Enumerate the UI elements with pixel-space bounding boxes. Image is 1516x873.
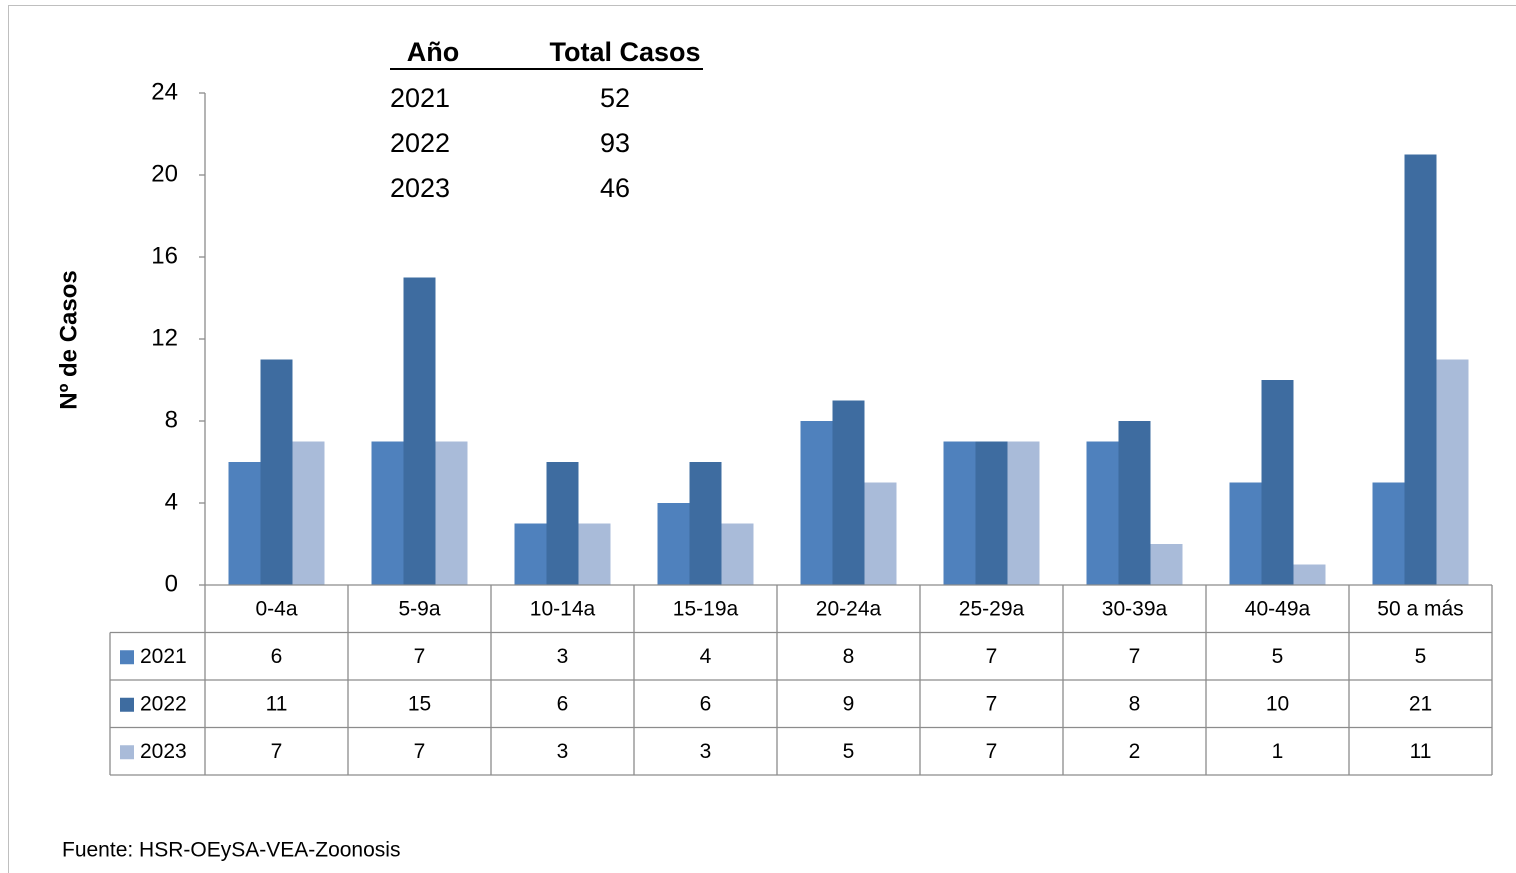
bar (228, 462, 261, 585)
table-value: 10 (1266, 692, 1289, 715)
table-value: 6 (700, 692, 712, 715)
table-value: 7 (414, 740, 426, 763)
legend-label: 2023 (140, 740, 187, 763)
y-tick-label: 0 (165, 570, 178, 597)
bar (292, 441, 325, 585)
source-note: Fuente: HSR-OEySA-VEA-Zoonosis (62, 839, 400, 862)
bar (1261, 380, 1294, 585)
table-value: 7 (986, 645, 998, 668)
summary-year: 2023 (390, 173, 450, 203)
category-label: 5-9a (398, 597, 440, 620)
legend-swatch (120, 697, 134, 712)
category-label: 20-24a (816, 597, 882, 620)
bar (864, 482, 897, 585)
category-label: 0-4a (255, 597, 297, 620)
table-value: 11 (1410, 740, 1432, 763)
bar (657, 503, 690, 585)
table-value: 5 (1415, 645, 1427, 668)
category-label: 25-29a (959, 597, 1025, 620)
bar (832, 400, 865, 585)
bar (514, 523, 547, 585)
y-tick-label: 24 (151, 78, 178, 105)
bar (1436, 359, 1469, 585)
bar (435, 441, 468, 585)
bar (1293, 564, 1326, 585)
bar (800, 421, 833, 585)
table-value: 7 (986, 692, 998, 715)
y-tick-label: 12 (151, 324, 178, 351)
y-axis-label: Nº de Casos (55, 270, 82, 409)
table-value: 3 (700, 740, 712, 763)
summary-total: 93 (600, 128, 630, 158)
legend-label: 2021 (140, 645, 187, 668)
table-value: 8 (1129, 692, 1141, 715)
category-label: 50 a más (1377, 597, 1463, 620)
summary-year: 2022 (390, 128, 450, 158)
bar (371, 441, 404, 585)
summary-total: 52 (600, 83, 630, 113)
summary-header: Total Casos (549, 37, 700, 67)
summary-year: 2021 (390, 83, 450, 113)
table-value: 3 (557, 740, 569, 763)
category-label: 30-39a (1102, 597, 1168, 620)
y-tick-label: 4 (165, 488, 178, 515)
chart-frame (8, 5, 1516, 873)
bar (546, 462, 579, 585)
bar (1150, 544, 1183, 585)
table-value: 7 (986, 740, 998, 763)
table-value: 7 (1129, 645, 1141, 668)
bar (1118, 421, 1151, 585)
bar (1007, 441, 1040, 585)
bar (721, 523, 754, 585)
table-value: 5 (843, 740, 855, 763)
y-tick-label: 16 (151, 242, 178, 269)
bar (1086, 441, 1119, 585)
bar (1372, 482, 1405, 585)
table-value: 3 (557, 645, 569, 668)
bar (1229, 482, 1262, 585)
table-value: 7 (271, 740, 283, 763)
table-value: 6 (557, 692, 569, 715)
bar (943, 441, 976, 585)
bar (578, 523, 611, 585)
bar (260, 359, 293, 585)
bar (403, 277, 436, 585)
table-value: 6 (271, 645, 283, 668)
table-value: 2 (1129, 740, 1141, 763)
bar (1404, 154, 1437, 585)
table-value: 8 (843, 645, 855, 668)
table-value: 5 (1272, 645, 1284, 668)
table-value: 21 (1409, 692, 1432, 715)
summary-total: 46 (600, 173, 630, 203)
table-value: 11 (266, 692, 288, 715)
table-value: 1 (1272, 740, 1284, 763)
legend-label: 2022 (140, 692, 187, 715)
bar (975, 441, 1008, 585)
table-value: 7 (414, 645, 426, 668)
y-tick-label: 20 (151, 160, 178, 187)
bar (689, 462, 722, 585)
category-label: 40-49a (1245, 597, 1311, 620)
y-tick-label: 8 (165, 406, 178, 433)
table-value: 4 (700, 645, 712, 668)
summary-header: Año (407, 37, 459, 67)
table-value: 9 (843, 692, 855, 715)
category-label: 15-19a (673, 597, 739, 620)
legend-swatch (120, 650, 134, 665)
legend-swatch (120, 745, 134, 760)
category-label: 10-14a (530, 597, 596, 620)
table-value: 15 (408, 692, 431, 715)
